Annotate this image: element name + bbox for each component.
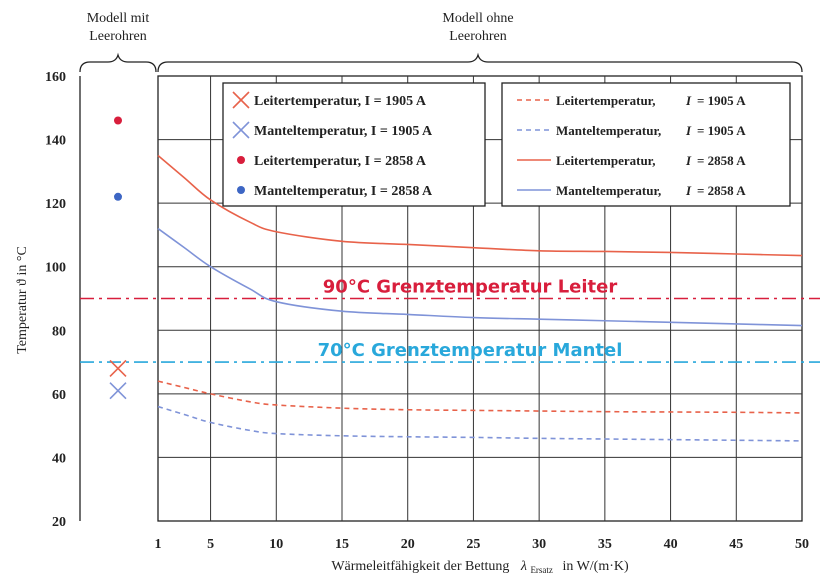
legend-right-symbol: I — [685, 123, 692, 138]
data-point-x — [109, 382, 127, 400]
threshold-label: 90°C Grenztemperatur Leiter — [323, 277, 618, 298]
legend-left-label: Manteltemperatur, I = 1905 A — [254, 124, 433, 139]
threshold-label: 70°C Grenztemperatur Mantel — [318, 340, 623, 361]
x-tick-label: 10 — [269, 537, 283, 552]
legend-right-label: Leitertemperatur, — [556, 153, 656, 168]
x-tick-label: 35 — [598, 537, 612, 552]
legend-right-label: Leitertemperatur, — [556, 93, 656, 108]
group-label-with-line1: Modell mit — [87, 11, 150, 26]
y-tick-label: 140 — [45, 134, 66, 149]
legend-right-value: = 2858 A — [697, 183, 746, 198]
group-header-with-conduits: Modell mit Leerohren — [79, 11, 157, 73]
legend-left-label: Leitertemperatur, I = 1905 A — [254, 94, 427, 109]
legend-left-label: Leitertemperatur, I = 2858 A — [254, 154, 427, 169]
group-label-without-line2: Leerohren — [449, 29, 507, 44]
legend-right-value: = 1905 A — [697, 123, 746, 138]
y-tick-label: 40 — [52, 451, 66, 466]
legend-left-label: Manteltemperatur, I = 2858 A — [254, 184, 433, 199]
x-tick-label: 1 — [155, 537, 162, 552]
y-axis-title: Temperatur ϑ in °C — [15, 246, 30, 354]
x-axis-title-symbol: λ — [520, 559, 527, 574]
legend-marker-x — [232, 91, 250, 109]
x-tick-labels: 1 5 10 15 20 25 30 35 40 45 50 — [155, 537, 810, 552]
series-lines — [157, 154, 803, 442]
threshold-lines: 90°C Grenztemperatur Leiter 70°C Grenztem… — [80, 277, 820, 363]
data-point-dot — [114, 116, 122, 125]
legend-right-symbol: I — [685, 183, 692, 198]
legend-points: Leitertemperatur, I = 1905 A Manteltemper… — [222, 82, 486, 207]
series-line — [157, 154, 803, 257]
group-header-without-conduits: Modell ohne Leerohren — [157, 11, 803, 73]
y-tick-label: 80 — [52, 324, 66, 339]
legend-right-symbol: I — [685, 153, 692, 168]
x-tick-label: 45 — [729, 537, 743, 552]
x-tick-label: 30 — [532, 537, 546, 552]
x-tick-label: 5 — [207, 537, 214, 552]
data-point-x — [109, 359, 127, 377]
group-label-with-line2: Leerohren — [89, 29, 147, 44]
y-tick-label: 60 — [52, 388, 66, 403]
x-tick-label: 50 — [795, 537, 809, 552]
brace-without-conduits — [157, 52, 803, 73]
legend-right-label: Manteltemperatur, — [556, 123, 661, 138]
legend-right-value: = 1905 A — [697, 93, 746, 108]
x-axis-title-subscript: Ersatz — [530, 565, 553, 575]
series-line — [157, 380, 803, 414]
x-axis-title: Wärmeleitfähigkeit der Bettung λ Ersatz … — [331, 559, 629, 577]
legend-right-value: = 2858 A — [697, 153, 746, 168]
legend-right-box — [501, 82, 791, 207]
legend-marker-dot — [237, 156, 245, 164]
group-label-without-line1: Modell ohne — [442, 11, 513, 26]
x-tick-label: 15 — [335, 537, 349, 552]
x-tick-label: 40 — [664, 537, 678, 552]
x-axis-title-text: Wärmeleitfähigkeit der Bettung — [331, 559, 509, 574]
series-line — [157, 227, 803, 327]
y-tick-label: 160 — [45, 70, 66, 85]
points-with-conduits — [109, 116, 127, 400]
data-point-dot — [114, 192, 122, 201]
x-axis-title-unit: in W/(m·K) — [562, 559, 629, 574]
series-line — [157, 405, 803, 442]
legend-marker-dot — [237, 186, 245, 194]
legend-right-symbol: I — [685, 93, 692, 108]
y-tick-label: 120 — [45, 197, 66, 212]
y-tick-label: 20 — [52, 515, 66, 530]
legend-left-box — [222, 82, 486, 207]
x-tick-label: 20 — [401, 537, 415, 552]
legend-lines: Leitertemperatur, I = 1905 A Manteltemperat… — [501, 82, 791, 207]
y-tick-label: 100 — [45, 261, 66, 276]
legend-right-label: Manteltemperatur, — [556, 183, 661, 198]
x-tick-label: 25 — [466, 537, 480, 552]
y-tick-labels: 20 40 60 80 100 120 140 160 — [45, 70, 66, 530]
legend-marker-x — [232, 121, 250, 139]
brace-with-conduits — [79, 52, 157, 73]
